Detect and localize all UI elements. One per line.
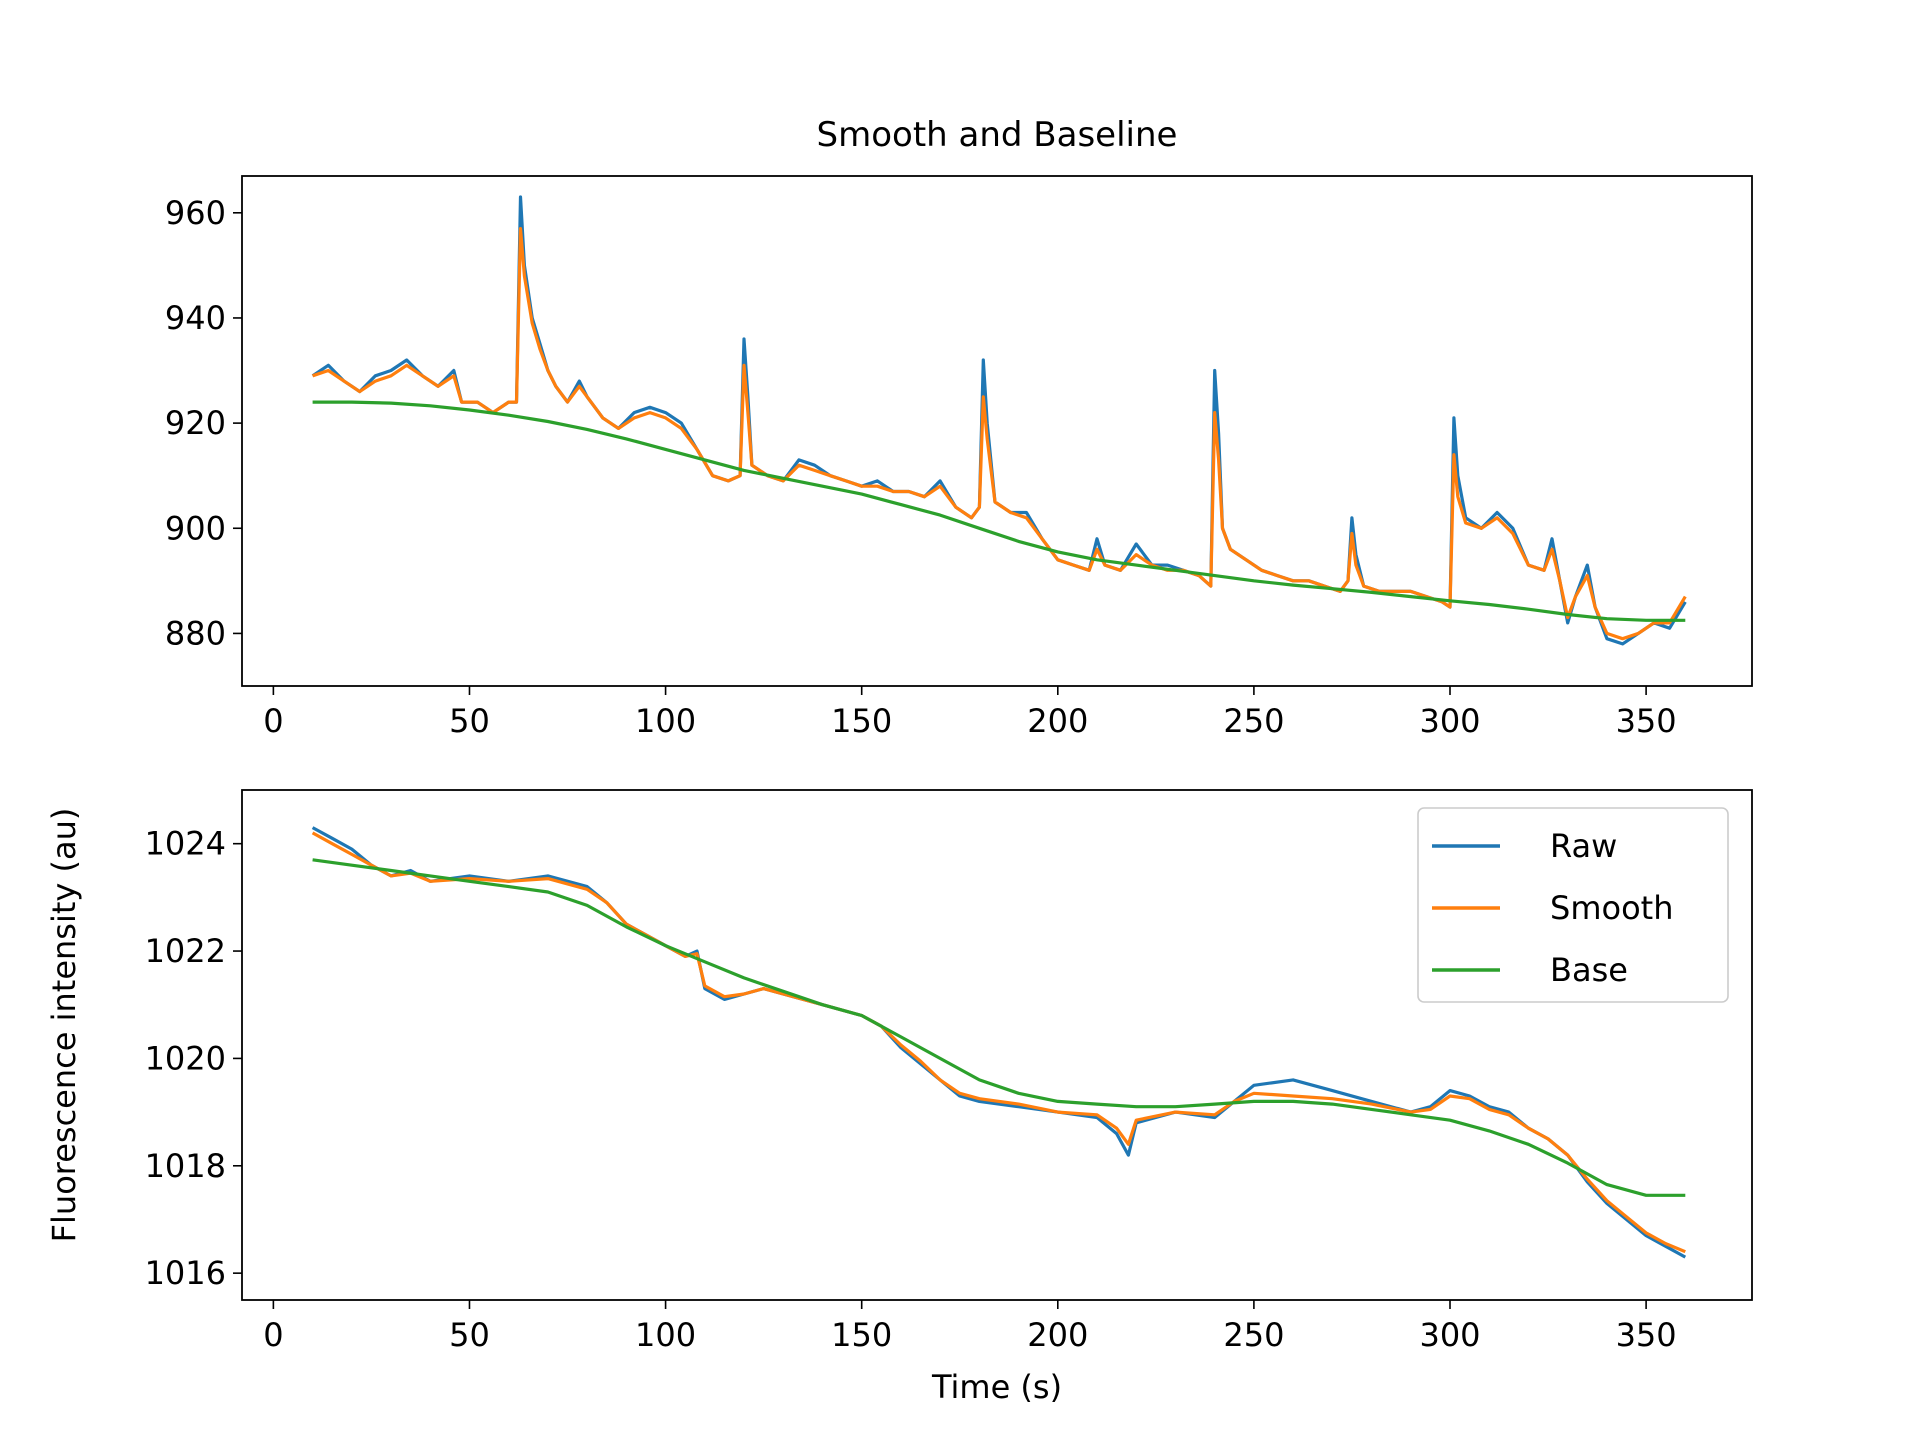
x-tick-label: 50 xyxy=(449,1316,490,1354)
x-tick-label: 50 xyxy=(449,702,490,740)
x-tick-label: 250 xyxy=(1223,702,1284,740)
y-tick-label: 1022 xyxy=(145,932,226,970)
x-axis-label: Time (s) xyxy=(931,1368,1062,1406)
axes-frame xyxy=(241,789,1753,1301)
x-tick-label: 200 xyxy=(1027,702,1088,740)
legend-label-raw: Raw xyxy=(1550,827,1617,865)
x-tick-label: 200 xyxy=(1027,1316,1088,1354)
legend-label-base: Base xyxy=(1550,951,1628,989)
x-tick-label: 150 xyxy=(831,1316,892,1354)
y-tick-label: 1016 xyxy=(145,1254,226,1292)
y-tick-label: 1020 xyxy=(145,1039,226,1077)
y-tick-label: 1024 xyxy=(145,825,226,863)
legend-box xyxy=(1417,807,1729,1003)
x-tick-label: 250 xyxy=(1223,1316,1284,1354)
x-tick-label: 100 xyxy=(635,1316,696,1354)
y-tick-label: 940 xyxy=(165,299,226,337)
legend: Raw Smooth Base xyxy=(1417,807,1729,1003)
series-smooth-line xyxy=(311,831,1686,1254)
x-tick-label: 300 xyxy=(1419,702,1480,740)
bottom-subplot: 0 50 100 150 200 250 300 350 1016 1018 1020 1022 102… xyxy=(145,789,1753,1406)
figure-ylabel: Fluorescence intensity (au) xyxy=(45,808,83,1243)
series-base-line xyxy=(312,400,1686,622)
y-tick-label: 960 xyxy=(165,194,226,232)
y-tick-label: 920 xyxy=(165,404,226,442)
series-group xyxy=(311,195,1687,646)
y-tick-label: 900 xyxy=(165,509,226,547)
y-tick-label: 880 xyxy=(165,614,226,652)
x-tick-label: 350 xyxy=(1616,702,1677,740)
x-tick-label: 350 xyxy=(1616,1316,1677,1354)
x-tick-label: 150 xyxy=(831,702,892,740)
x-tick-label: 100 xyxy=(635,702,696,740)
series-base-line xyxy=(312,858,1686,1197)
legend-label-smooth: Smooth xyxy=(1550,889,1673,927)
axes-frame xyxy=(241,175,1753,687)
figure-title: Smooth and Baseline xyxy=(817,115,1178,155)
series-smooth-line xyxy=(312,227,1687,641)
y-tick-label: 1018 xyxy=(145,1147,226,1185)
x-tick-label: 0 xyxy=(263,702,283,740)
series-raw-line xyxy=(311,826,1687,1259)
x-tick-label: 0 xyxy=(263,1316,283,1354)
x-tick-label: 300 xyxy=(1419,1316,1480,1354)
top-subplot: 0 50 100 150 200 250 300 350 880 900 920 940 960 xyxy=(165,175,1753,740)
series-group xyxy=(311,826,1687,1259)
